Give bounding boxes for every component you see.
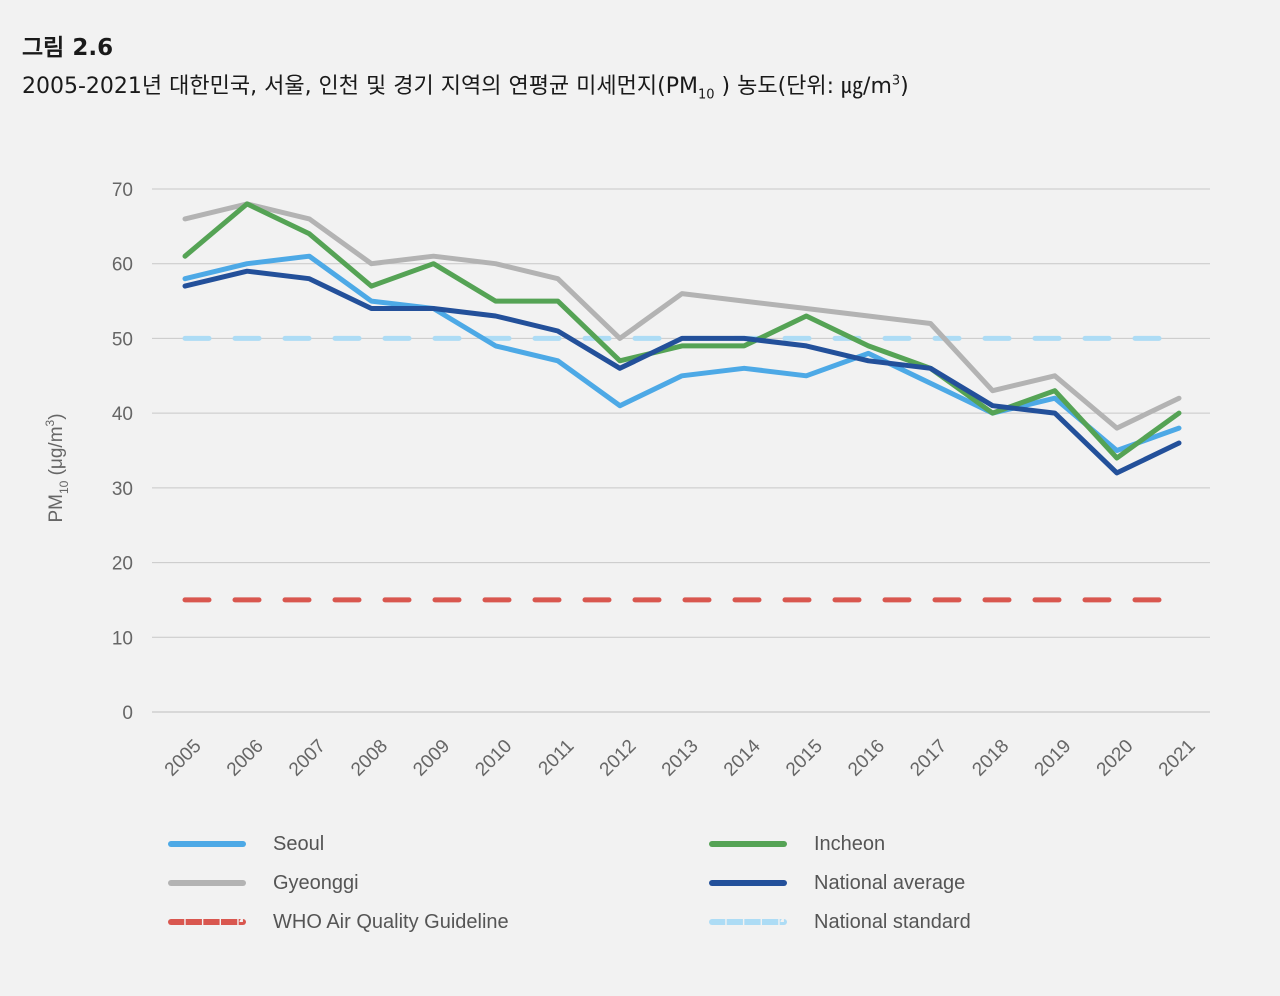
legend-label: Incheon xyxy=(814,832,886,855)
legend-swatch xyxy=(168,841,246,847)
x-tick-label: 2011 xyxy=(535,736,579,780)
x-tick-label: 2009 xyxy=(409,736,454,781)
legend-item: Seoul xyxy=(168,832,324,856)
x-tick-label: 2020 xyxy=(1093,736,1138,781)
legend-swatch xyxy=(709,880,787,886)
figure-title: 2005-2021년 대한민국, 서울, 인천 및 경기 지역의 연평균 미세먼… xyxy=(22,68,909,103)
series-line-gyeonggi xyxy=(182,201,1182,431)
legend-label: Seoul xyxy=(273,832,325,855)
x-tick-label: 2016 xyxy=(844,736,889,781)
x-tick-label: 2021 xyxy=(1155,736,1200,781)
x-tick-label: 2019 xyxy=(1031,736,1076,781)
y-tick-label: 40 xyxy=(112,404,133,425)
figure-title-superscript: 3 xyxy=(891,73,901,89)
legend-item: National average xyxy=(709,871,965,895)
series-lines xyxy=(182,201,1182,603)
x-tick-label: 2015 xyxy=(782,736,827,781)
legend-label: National standard xyxy=(814,910,971,933)
x-tick-label: 2013 xyxy=(658,736,703,781)
legend-label: Gyeonggi xyxy=(273,871,359,894)
legend-label: National average xyxy=(814,871,966,894)
x-tick-label: 2017 xyxy=(906,736,951,781)
series-line-national-average xyxy=(182,268,1182,476)
legend-item: National standard xyxy=(709,910,971,934)
legend-label: WHO Air Quality Guideline xyxy=(273,910,509,933)
y-tick-label: 30 xyxy=(112,479,133,500)
y-tick-label: 60 xyxy=(112,255,133,276)
figure-title-subscript: 10 xyxy=(697,87,715,103)
series-line-incheon xyxy=(182,201,1182,461)
figure-label: 그림 2.6 xyxy=(22,35,114,61)
y-tick-label: 50 xyxy=(112,329,133,350)
x-tick-label: 2012 xyxy=(596,736,641,781)
x-tick-label: 2010 xyxy=(471,736,516,781)
legend-swatch xyxy=(168,880,246,886)
y-axis-title: PM10 (μg/m3) xyxy=(43,413,71,522)
figure-title-main: 2005-2021년 대한민국, 서울, 인천 및 경기 지역의 연평균 미세먼… xyxy=(22,74,698,99)
figure-title-tail: ) 농도(단위: ㎍/m xyxy=(714,74,892,99)
x-tick-label: 2005 xyxy=(161,736,206,781)
y-tick-label: 20 xyxy=(112,554,133,575)
x-tick-label: 2008 xyxy=(347,736,392,781)
x-tick-label: 2018 xyxy=(968,736,1013,781)
y-tick-label: 0 xyxy=(122,703,133,724)
y-tick-label: 10 xyxy=(112,628,133,649)
legend-item: Gyeonggi xyxy=(168,871,359,895)
legend-item: WHO Air Quality Guideline xyxy=(168,910,509,934)
y-tick-label: 70 xyxy=(112,180,133,201)
gridlines xyxy=(152,188,1210,713)
legend-item: Incheon xyxy=(709,832,885,856)
figure-title-end: ) xyxy=(900,74,909,99)
legend-swatch xyxy=(709,919,787,925)
x-tick-label: 2007 xyxy=(285,736,330,781)
x-tick-labels: 2005 2006 2007 2008 2009 2010 2011 2012 2013 2014… xyxy=(161,735,1200,780)
legend-swatch xyxy=(709,841,787,847)
y-tick-labels: 0 10 20 30 40 50 60 70 xyxy=(112,180,133,724)
series-line-seoul xyxy=(182,253,1182,453)
x-tick-label: 2014 xyxy=(720,735,765,780)
x-tick-label: 2006 xyxy=(223,736,268,781)
legend-swatch xyxy=(168,919,246,925)
